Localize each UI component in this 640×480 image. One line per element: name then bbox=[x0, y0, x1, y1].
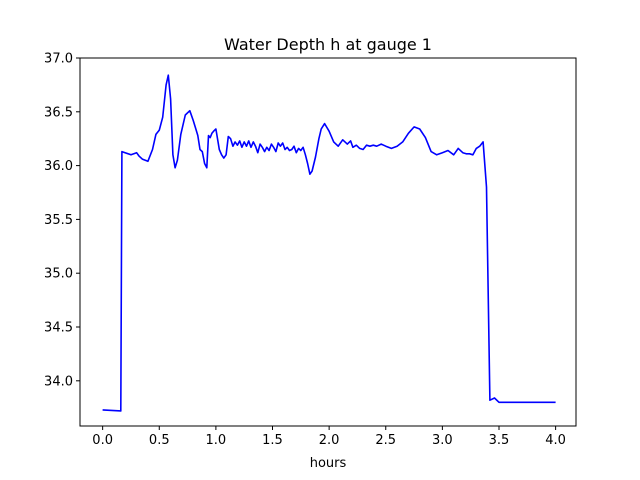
x-tick-label: 1.5 bbox=[262, 433, 283, 448]
series-line-water-depth bbox=[102, 74, 556, 412]
y-tick-label: 36.0 bbox=[44, 159, 73, 174]
axes-frame bbox=[79, 57, 577, 427]
chart-title: Water Depth h at gauge 1 bbox=[224, 35, 432, 54]
x-tick-label: 2.0 bbox=[319, 433, 340, 448]
x-tick-label: 0.0 bbox=[92, 433, 113, 448]
y-tick-label: 35.5 bbox=[44, 213, 73, 228]
x-tick-label: 4.0 bbox=[545, 433, 566, 448]
y-tick-label: 35.0 bbox=[44, 267, 73, 282]
y-axis-ticks: 34.0 34.5 35.0 35.5 36.0 36.5 37.0 bbox=[44, 52, 80, 389]
y-tick-label: 37.0 bbox=[44, 52, 73, 67]
y-tick-label: 36.5 bbox=[44, 105, 73, 120]
x-axis-ticks: 0.0 0.5 1.0 1.5 2.0 2.5 3.0 3.5 4.0 bbox=[92, 426, 566, 448]
x-tick-label: 2.5 bbox=[375, 433, 396, 448]
x-tick-label: 1.0 bbox=[206, 433, 227, 448]
plot-area: 0.0 0.5 1.0 1.5 2.0 2.5 3.0 3.5 4.0 34.0 34.5 35.0… bbox=[44, 52, 577, 448]
x-tick-label: 3.0 bbox=[432, 433, 453, 448]
y-tick-label: 34.0 bbox=[44, 374, 73, 389]
x-tick-label: 3.5 bbox=[489, 433, 510, 448]
x-axis-label: hours bbox=[310, 456, 347, 471]
x-tick-label: 0.5 bbox=[149, 433, 170, 448]
y-tick-label: 34.5 bbox=[44, 321, 73, 336]
